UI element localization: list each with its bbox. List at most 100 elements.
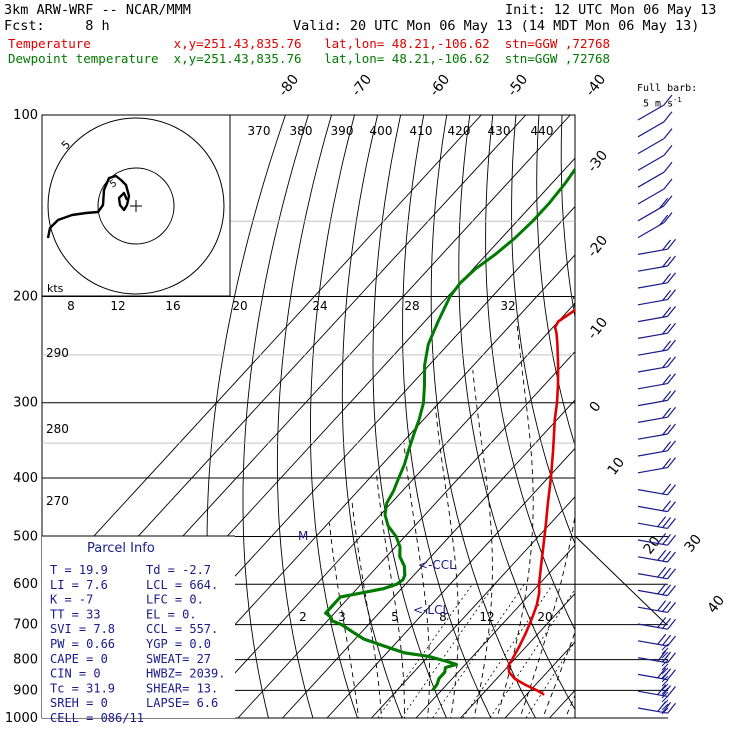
hodograph-speed-label: 20 [232, 299, 247, 313]
moist-adiabat [564, 694, 575, 718]
wind-barb-feather [657, 533, 667, 544]
wind-barb [637, 667, 677, 681]
dry-adiabat [341, 115, 403, 718]
parcel-row-left: PW = 0.66 [50, 637, 115, 651]
wind-barb [637, 566, 677, 580]
wind-barb-staff [637, 121, 665, 138]
mu-marker: M [298, 529, 308, 543]
wind-barb [637, 161, 673, 188]
pressure-label: 600 [13, 577, 38, 592]
dry-adiabat [276, 115, 332, 718]
parcel-row-right: CCL = 557. [146, 622, 218, 636]
wind-barb [637, 145, 673, 171]
wind-barb-feather [662, 407, 672, 419]
wind-barb-feather [662, 256, 672, 268]
wind-barb-feather [662, 685, 672, 696]
wind-barb-staff [637, 104, 665, 121]
theta-label: 410 [410, 124, 433, 138]
barb-legend-unit-exp: -1 [673, 96, 682, 104]
wind-barb-feather [667, 484, 677, 496]
wind-barb-feather [657, 600, 667, 612]
isotherm [594, 115, 740, 718]
wind-barb [637, 516, 677, 530]
isotherm [326, 447, 575, 718]
isotherm-label: 30 [682, 532, 706, 556]
wind-barb-feather [667, 289, 677, 300]
parcel-row-left: CELL = 086/11 [50, 711, 144, 725]
wind-barb-staff [637, 640, 668, 647]
wind-barb-feather [657, 667, 667, 679]
pressure-label: 1000 [5, 711, 38, 726]
hodograph-axis-label: kts [47, 282, 64, 295]
wind-barb [637, 423, 677, 440]
dry-adiabat [485, 115, 575, 631]
valid-time: Valid: 20 UTC Mon 06 May 13 (14 MDT Mon … [293, 18, 700, 34]
mixing-ratio-label: 2 [299, 610, 307, 624]
wind-barb-low [661, 707, 669, 715]
isotherm [42, 115, 482, 594]
isotherm-label: -40 [583, 72, 610, 100]
wind-barb-staff [637, 171, 665, 188]
dry-adiabat [310, 115, 358, 718]
wind-barb-low [661, 679, 669, 687]
isotherm [371, 496, 575, 718]
wind-barb-low [661, 687, 669, 695]
isotherm [504, 641, 575, 718]
parcel-row-left: Tc = 31.9 [50, 681, 115, 695]
hodograph-speed-label: 28 [404, 299, 419, 313]
hodograph-speed-label: 32 [500, 299, 515, 313]
hodograph-speed-label: 12 [110, 299, 125, 313]
wind-barb-low [661, 695, 669, 703]
parcel-row-left: K = -7 [50, 593, 93, 607]
wind-barb-feather [662, 533, 672, 545]
wind-barb [637, 255, 677, 272]
dry-adiabat [402, 115, 492, 718]
wind-barb-feather [657, 516, 667, 528]
dry-adiabat [536, 115, 575, 447]
wind-barb-feather [667, 585, 677, 596]
parcel-row-left: CAPE = 0 [50, 652, 108, 666]
parcel-row-left: SREH = 0 [50, 696, 108, 710]
isotherm-label: 40 [705, 593, 729, 617]
wind-barb-feather [663, 94, 673, 106]
isotherm-label: -80 [276, 72, 303, 100]
wind-barb-feather [663, 145, 673, 156]
wind-barb-feather [662, 601, 672, 612]
hodograph-trace [46, 174, 131, 239]
parcel-row-right: SWEAT= 27 [146, 652, 211, 666]
wind-barb-low [661, 647, 669, 655]
theta-label: 400 [370, 124, 393, 138]
moist-adiabat [582, 297, 740, 731]
wind-barb-low [661, 703, 669, 711]
wind-barb [637, 178, 673, 205]
wind-barb-feather [662, 584, 672, 596]
isotherm [460, 592, 575, 718]
wind-barb [637, 272, 677, 289]
moist-adiabat [519, 296, 575, 718]
parcel-row-left: CIN = 0 [50, 667, 101, 681]
wind-barb-feather [667, 457, 677, 468]
wind-barb-feather [667, 423, 677, 435]
wind-barb-low [661, 659, 669, 667]
parcel-panel-bg [42, 536, 235, 718]
moist-adiabat [403, 443, 430, 718]
wind-barb [637, 128, 673, 155]
wind-barb-feather [663, 195, 673, 207]
wind-barb [637, 440, 677, 457]
wind-barb-feather [662, 306, 672, 318]
moist-adiabat [351, 499, 382, 718]
moist-adiabats [328, 296, 740, 731]
dry-adiabat [723, 115, 740, 731]
wind-barb-feather [663, 111, 673, 123]
wind-barb-feather [667, 406, 677, 418]
wind-barb [637, 650, 677, 664]
wind-barb-feather [657, 566, 667, 578]
wind-barb [637, 94, 673, 121]
isotherm [549, 689, 575, 718]
isotherm-label: 0 [587, 399, 605, 416]
wind-barb-feather [667, 501, 677, 512]
wind-barb [637, 212, 673, 239]
isotherm-label: 20 [641, 534, 665, 558]
pressure-label: 400 [13, 471, 38, 486]
